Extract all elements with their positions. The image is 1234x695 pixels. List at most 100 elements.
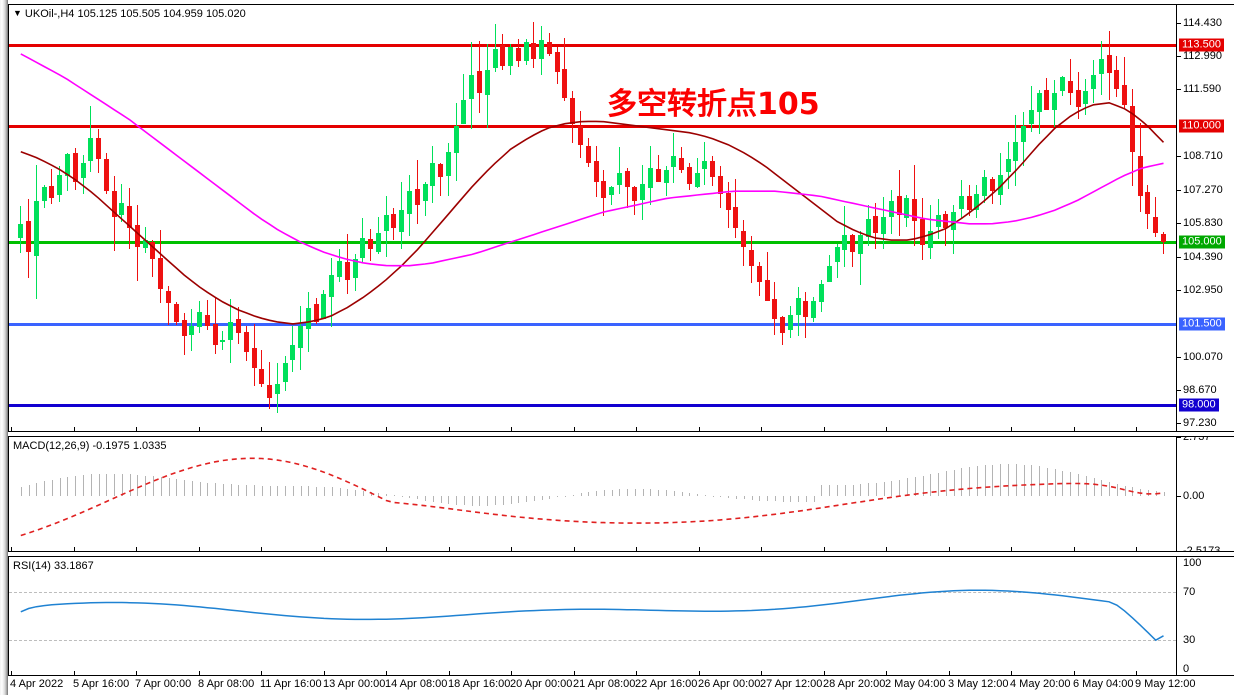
rsi-line [20, 589, 1164, 642]
candle-body [228, 321, 233, 340]
candle-body [772, 299, 777, 320]
price-level-line[interactable] [9, 241, 1176, 245]
price-level-tag[interactable]: 113.500 [1179, 38, 1224, 52]
macd-histogram-bar [1000, 464, 1001, 497]
macd-histogram-bar [526, 496, 527, 503]
candle-body [671, 156, 676, 167]
candle-body [415, 189, 420, 206]
candle-body [368, 239, 373, 250]
macd-histogram-bar [588, 492, 589, 497]
macd-histogram-bar [511, 496, 512, 505]
time-axis-label: 18 Apr 16:00 [448, 678, 511, 690]
candle-body [73, 153, 78, 182]
candle-wick [627, 168, 628, 209]
price-tick-label: 104.390 [1183, 250, 1223, 263]
macd-histogram-bar [604, 490, 605, 497]
time-tick [386, 547, 387, 551]
macd-histogram-bar [612, 489, 613, 497]
macd-histogram-bar [985, 465, 986, 497]
macd-histogram-bar [837, 485, 838, 497]
candle-body [57, 174, 62, 196]
candle-body [897, 196, 902, 215]
price-level-tag[interactable]: 105.000 [1179, 235, 1225, 249]
time-tick [1074, 547, 1075, 551]
macd-scale-axis[interactable]: 2.737 0.00 -2.5173 [1176, 437, 1234, 551]
candle-body [1138, 155, 1143, 196]
macd-histogram-bar [923, 475, 924, 497]
price-level-tag[interactable]: 98.000 [1179, 398, 1219, 412]
macd-histogram-bar [91, 474, 92, 497]
macd-histogram-bar [417, 496, 418, 500]
macd-histogram-bar [1078, 474, 1079, 497]
candle-body [329, 275, 334, 298]
price-scale-axis[interactable]: 114.430 112.990 111.590 108.710 107.270 105.8… [1176, 5, 1234, 431]
candle-body [112, 190, 117, 217]
price-level-line[interactable] [9, 322, 1176, 326]
rsi-scale-axis[interactable]: 100 70 30 0 [1176, 557, 1234, 675]
macd-histogram-bar [332, 487, 333, 497]
time-axis[interactable]: 4 Apr 2022 5 Apr 16:00 7 Apr 00:00 8 Apr 08… [8, 676, 1234, 695]
macd-histogram-bar [301, 486, 302, 497]
candle-body [539, 39, 544, 59]
candle-body [96, 137, 101, 159]
candle-body [143, 240, 148, 248]
price-level-line[interactable] [9, 125, 1176, 129]
candle-body [197, 312, 202, 328]
time-tick [1074, 671, 1075, 675]
candle-body [189, 326, 194, 336]
macd-histogram-bar [1086, 476, 1087, 497]
candle-wick [261, 349, 262, 387]
candle-body [1013, 142, 1018, 161]
price-level-line[interactable] [9, 404, 1176, 408]
macd-histogram-bar [99, 474, 100, 497]
time-tick [824, 547, 825, 551]
macd-histogram-bar [1164, 492, 1165, 497]
candle-body [1099, 58, 1104, 75]
time-tick [636, 671, 637, 675]
time-axis-label: 9 May 12:00 [1135, 678, 1196, 690]
candle-body [873, 215, 878, 234]
price-panel[interactable]: 114.430 112.990 111.590 108.710 107.270 105.8… [8, 4, 1234, 432]
price-tick-label: 114.430 [1183, 16, 1222, 29]
candle-body [1068, 80, 1073, 94]
macd-plot-area[interactable] [9, 437, 1176, 551]
vertical-scrollbar[interactable] [0, 0, 8, 695]
time-tick [761, 547, 762, 551]
time-tick [386, 671, 387, 675]
macd-histogram-bar [145, 475, 146, 497]
time-axis-label: 4 Apr 2022 [10, 678, 64, 690]
caret-down-icon[interactable]: ▼ [13, 8, 22, 18]
candle-body [353, 258, 358, 279]
ma-fast-line [20, 101, 1165, 325]
time-axis-label: 11 Apr 16:00 [260, 678, 322, 690]
time-tick [1011, 547, 1012, 551]
time-tick [699, 427, 700, 431]
macd-histogram-bar [347, 488, 348, 497]
macd-histogram-bar [285, 485, 286, 497]
rsi-level-line [9, 639, 1176, 641]
candle-body [547, 41, 552, 54]
candle-body [664, 170, 669, 184]
macd-histogram-bar [479, 496, 480, 506]
price-level-tag[interactable]: 101.500 [1179, 317, 1225, 331]
macd-histogram-bar [876, 482, 877, 497]
time-tick [11, 427, 12, 431]
price-plot-area[interactable] [9, 5, 1176, 431]
macd-histogram-bar [643, 489, 644, 497]
candle-body [150, 242, 155, 259]
macd-panel[interactable]: 2.737 0.00 -2.5173 MACD(12,26,9) -0.1975 1… [8, 436, 1234, 552]
price-level-line[interactable] [9, 43, 1176, 47]
rsi-panel[interactable]: 100 70 30 0 RSI(14) 33.1867 [8, 556, 1234, 676]
macd-histogram-bar [495, 496, 496, 506]
price-level-tag[interactable]: 110.000 [1179, 119, 1224, 133]
candle-body [531, 43, 536, 59]
macd-histogram-bar [192, 480, 193, 497]
macd-histogram-bar [689, 492, 690, 497]
price-tick-label: 105.830 [1183, 217, 1223, 230]
time-tick [136, 427, 137, 431]
macd-histogram-bar [44, 481, 45, 497]
rsi-plot-area[interactable] [9, 557, 1176, 675]
macd-histogram-bar [713, 495, 714, 497]
time-axis-label: 14 Apr 08:00 [385, 678, 448, 690]
candle-body [726, 193, 731, 210]
